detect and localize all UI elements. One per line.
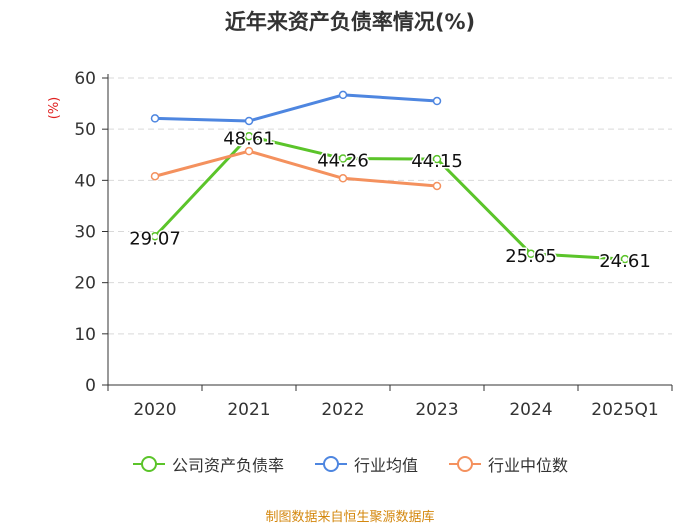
data-label: 48.61 xyxy=(223,128,275,149)
x-tick-label: 2024 xyxy=(509,400,552,420)
data-point xyxy=(150,171,160,181)
x-tick-label: 2020 xyxy=(133,400,176,420)
series-line xyxy=(153,134,626,261)
data-label: 44.15 xyxy=(411,151,463,172)
data-point xyxy=(432,154,442,164)
series-line xyxy=(154,149,438,188)
chart-title: 近年来资产负债率情况(%) xyxy=(224,10,476,34)
y-tick-label: 30 xyxy=(74,223,96,243)
legend-line-circle-icon xyxy=(449,456,481,472)
y-tick-label: 0 xyxy=(85,376,96,396)
data-point xyxy=(338,174,348,183)
data-label: 44.26 xyxy=(317,151,369,172)
data-point xyxy=(338,90,348,100)
legend-label: 公司资产负债率 xyxy=(171,456,284,475)
data-point xyxy=(620,254,630,264)
data-point xyxy=(244,132,254,141)
y-tick-label: 40 xyxy=(74,171,96,191)
x-tick-label: 2022 xyxy=(321,400,364,420)
data-label: 24.61 xyxy=(599,251,651,272)
x-tick-label: 2025Q1 xyxy=(591,400,658,420)
data-point xyxy=(150,232,160,241)
data-point xyxy=(338,154,348,163)
legend-line-circle-icon xyxy=(314,456,347,472)
data-point xyxy=(526,249,536,259)
data-point xyxy=(432,96,442,106)
x-tick-label: 2021 xyxy=(227,400,270,420)
y-tick-label: 60 xyxy=(74,69,96,89)
legend-item[interactable]: 行业中位数 xyxy=(448,452,568,476)
legend-label: 行业均值 xyxy=(353,456,418,475)
y-tick-label: 10 xyxy=(74,325,96,345)
y-tick-label: 20 xyxy=(74,274,96,294)
data-point xyxy=(244,146,254,156)
legend-line-circle-icon xyxy=(132,456,165,472)
legend-label: 行业中位数 xyxy=(488,456,569,475)
legend-item[interactable]: 公司资产负债率 xyxy=(132,452,284,476)
data-label: 25.65 xyxy=(505,246,557,267)
data-point xyxy=(150,114,160,123)
series-line xyxy=(154,93,438,123)
y-axis-label: (%) xyxy=(47,97,62,120)
data-point xyxy=(244,116,254,126)
source-footer: 制图数据来自恒生聚源数据库 xyxy=(265,510,435,525)
legend: 公司资产负债率 行业均值 行业中位数 xyxy=(0,452,700,476)
data-label: 29.07 xyxy=(129,228,181,249)
y-tick-label: 50 xyxy=(74,120,96,140)
legend-item[interactable]: 行业均值 xyxy=(314,452,418,476)
data-point xyxy=(432,181,442,191)
x-tick-label: 2023 xyxy=(415,400,458,420)
